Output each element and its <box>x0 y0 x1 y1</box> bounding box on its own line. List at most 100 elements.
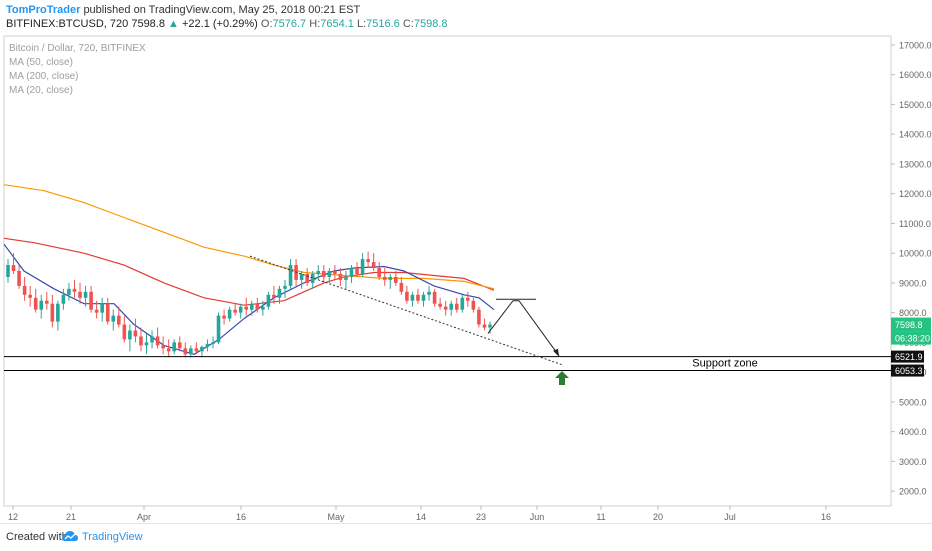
time-tick-label: Jun <box>530 512 545 522</box>
price-tags: 7598.8 06:38:20 6521.9 6053.3 <box>891 317 931 377</box>
last-price: 7598.8 <box>131 18 165 30</box>
legend-ma20[interactable]: MA (20, close) <box>9 85 73 96</box>
candle-body <box>17 271 21 286</box>
time-tick-label: 12 <box>8 512 18 522</box>
candle-body <box>371 262 376 269</box>
high-label: H: <box>309 18 321 30</box>
tradingview-brand[interactable]: TradingView <box>82 531 143 543</box>
candle-body <box>388 276 393 280</box>
publish-header: TomProTrader published on TradingView.co… <box>0 0 932 33</box>
candle-body <box>89 291 93 310</box>
candle-body <box>128 330 132 340</box>
time-tick-label: 11 <box>596 512 605 522</box>
last-price-value: 7598.8 <box>895 320 923 330</box>
candle-body <box>177 342 182 349</box>
candle-body <box>277 288 282 298</box>
candle-body <box>482 324 487 328</box>
time-tick-label: Jul <box>724 512 736 522</box>
time-tick-label: 20 <box>653 512 663 522</box>
published-text: published on TradingView.com, May 25, 20… <box>83 4 361 16</box>
support-price-value: 6053.3 <box>895 366 923 376</box>
bar-timer-tag <box>891 331 931 345</box>
candle-body <box>266 294 271 307</box>
candle-body <box>416 294 420 301</box>
ma50-line <box>3 237 495 306</box>
time-tick-label: May <box>327 512 345 522</box>
chart-area[interactable]: Bitcoin / Dollar, 720, BITFINEX MA (50, … <box>0 33 932 523</box>
candle-body <box>216 315 221 343</box>
price-tick-label: 16000.0 <box>899 70 932 80</box>
candle-body <box>488 324 492 328</box>
price-axis[interactable]: 2000.03000.04000.05000.06000.07000.08000… <box>891 40 932 497</box>
support-price-value: 6521.9 <box>895 352 923 362</box>
price-tick-label: 4000.0 <box>899 427 927 437</box>
candle-body <box>117 315 121 325</box>
candle-body <box>349 268 354 277</box>
candle-body <box>261 306 265 310</box>
candle-body <box>299 273 304 280</box>
candle-body <box>155 336 160 346</box>
candle-body <box>161 345 165 349</box>
candle-body <box>471 300 476 310</box>
price-tick-label: 9000.0 <box>899 278 927 288</box>
descending-trendline <box>249 255 563 366</box>
candle-body <box>438 303 442 307</box>
legend-ma200[interactable]: MA (200, close) <box>9 71 78 82</box>
candle-body <box>227 309 232 319</box>
candle-body <box>344 276 348 280</box>
candle-body <box>327 271 332 277</box>
high-value: 7654.1 <box>320 18 354 30</box>
candle-body <box>360 259 365 274</box>
candle-body <box>105 303 110 322</box>
low-label: L: <box>356 18 367 30</box>
arrowhead-icon <box>553 348 559 357</box>
price-tick-label: 15000.0 <box>899 100 932 110</box>
candle-body <box>122 324 127 340</box>
candle-body <box>477 309 481 325</box>
time-tick-label: 16 <box>821 512 831 522</box>
candle-body <box>244 306 249 310</box>
candle-body <box>466 297 470 301</box>
candle-body <box>189 348 193 355</box>
author-link[interactable]: TomProTrader <box>6 4 81 16</box>
candle-body <box>321 271 326 277</box>
candle-body <box>366 259 370 263</box>
open-value: 7576.7 <box>272 18 307 30</box>
time-axis[interactable]: 12 21 Apr 16 May 14 23 Jun 11 20 Jul 16 <box>8 506 831 522</box>
close-value: 7598.8 <box>413 18 448 30</box>
time-tick-label: 14 <box>416 512 426 522</box>
candle-body <box>56 303 60 322</box>
price-change: +22.1 (+0.29%) <box>182 18 258 30</box>
candle-body <box>194 348 199 352</box>
price-tick-label: 12000.0 <box>899 189 932 199</box>
footer: Created with TradingView <box>0 523 932 551</box>
candle-body <box>222 315 226 319</box>
candle-body <box>249 303 254 310</box>
candle-body <box>394 276 398 283</box>
candle-body <box>44 300 49 304</box>
candle-body <box>172 342 177 352</box>
candle-body <box>421 294 426 301</box>
candle-body <box>255 303 260 310</box>
candle-body <box>61 294 66 304</box>
candle-body <box>454 303 459 310</box>
price-tick-label: 13000.0 <box>899 159 932 169</box>
candles <box>6 251 492 358</box>
symbol-line: BITFINEX:BTCUSD, 720 7598.8 ▲ +22.1 (+0.… <box>6 18 448 30</box>
candle-body <box>139 336 143 346</box>
price-tick-label: 5000.0 <box>899 397 927 407</box>
support-zone-label: Support zone <box>692 358 757 370</box>
price-chart[interactable]: Bitcoin / Dollar, 720, BITFINEX MA (50, … <box>0 33 932 523</box>
time-tick-label: Apr <box>137 512 151 522</box>
time-tick-label: 21 <box>66 512 76 522</box>
tradingview-cloud-icon[interactable] <box>62 530 78 542</box>
time-tick-label: 23 <box>476 512 486 522</box>
candle-body <box>50 303 55 322</box>
candle-body <box>288 265 293 286</box>
legend-ma50[interactable]: MA (50, close) <box>9 57 73 68</box>
candle-body <box>28 294 32 298</box>
price-tick-label: 10000.0 <box>899 249 932 259</box>
candle-body <box>205 343 210 347</box>
candle-body <box>22 285 27 295</box>
candle-body <box>427 291 431 295</box>
